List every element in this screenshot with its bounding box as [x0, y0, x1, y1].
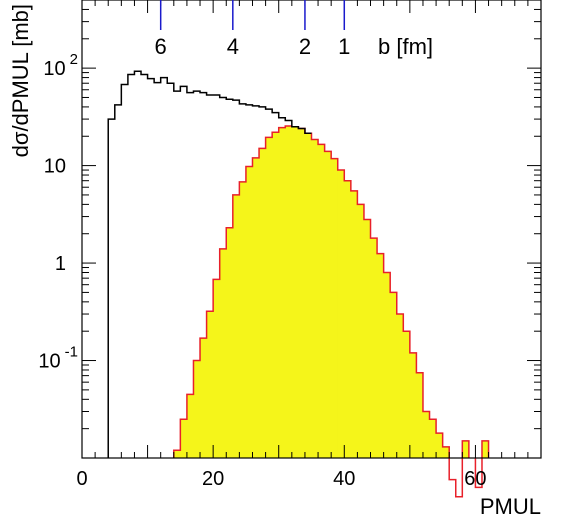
histogram-bin	[252, 157, 260, 458]
b-scale-label: 4	[227, 34, 239, 59]
histogram-bin	[429, 419, 437, 458]
histogram-bin	[409, 352, 417, 458]
histogram-bin	[318, 144, 326, 458]
axis-tick-labels: 0 20 40 60 10 -1 1 10 10 2	[38, 51, 486, 490]
histogram-bin	[331, 158, 339, 458]
histogram-bin	[390, 292, 398, 458]
y-tick-label: 10 2	[43, 51, 78, 80]
histogram-bin	[193, 360, 201, 458]
b-scale-label: 1	[338, 34, 350, 59]
histogram-bin	[396, 314, 404, 458]
x-axis-title: PMUL	[480, 494, 541, 519]
x-tick-label: 40	[333, 468, 355, 490]
histogram-bin	[357, 204, 365, 458]
histogram-bin	[272, 132, 280, 458]
histogram-bin	[265, 137, 273, 458]
histogram-bin	[377, 253, 385, 458]
histogram-bin	[462, 440, 470, 458]
b-scale-label: 6	[155, 34, 167, 59]
histogram-bin	[206, 311, 214, 458]
histogram-bin	[226, 227, 234, 458]
histogram-bin	[173, 450, 181, 458]
x-tick-label: 20	[202, 468, 224, 490]
y-tick-label: 10 -1	[38, 344, 78, 373]
histogram-marks	[107, 70, 490, 498]
histogram-bin	[213, 279, 221, 458]
histogram-bin	[200, 338, 207, 458]
x-tick-label: 0	[76, 468, 87, 490]
impact-parameter-scale: 6 4 2 1 b [fm]	[155, 0, 433, 59]
x-tick-label: 60	[464, 468, 486, 490]
axis-ticks	[81, 0, 542, 459]
histogram-bin	[481, 440, 489, 458]
histogram-bin	[285, 125, 293, 458]
histogram-bin	[370, 238, 378, 458]
histogram-bin	[363, 219, 371, 458]
histogram-bin	[186, 394, 194, 458]
plot-frame	[81, 0, 542, 459]
histogram-outline	[173, 125, 490, 498]
histogram-bin	[350, 190, 358, 459]
histogram-bin	[291, 126, 299, 458]
y-tick-label: 1	[55, 253, 66, 275]
histogram-bin	[337, 170, 345, 458]
histogram-bin	[311, 139, 319, 458]
histogram-bin	[298, 128, 306, 459]
y-tick-label: 10	[44, 156, 66, 178]
histogram-bin	[239, 181, 247, 459]
b-scale-label: 2	[299, 34, 311, 59]
histogram-bin	[232, 194, 240, 458]
histogram-bin	[344, 180, 352, 458]
b-scale-title: b [fm]	[378, 34, 433, 59]
histogram-bin	[180, 419, 188, 458]
histogram-bin	[324, 151, 332, 458]
histogram-bin	[403, 331, 411, 458]
histogram-bin	[259, 148, 266, 459]
y-axis-title: dσ/dPMUL [mb]	[8, 4, 33, 157]
histogram-bin	[422, 411, 430, 458]
histogram-bin	[383, 272, 391, 458]
outline-histogram-series	[107, 70, 312, 458]
histogram-outline	[107, 70, 312, 458]
histogram-bin	[278, 127, 286, 459]
histogram-bin	[436, 433, 444, 458]
histogram-bin	[442, 446, 450, 458]
histogram-bin	[416, 372, 424, 458]
filled-histogram-series	[173, 125, 490, 498]
histogram-bin	[245, 166, 253, 458]
histogram-bin	[219, 248, 227, 458]
histogram-bin	[304, 133, 312, 458]
